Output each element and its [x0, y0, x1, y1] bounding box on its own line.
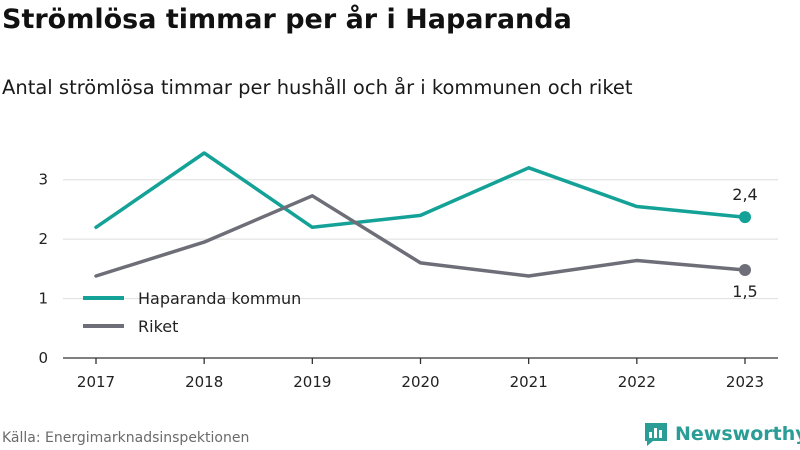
chart-title: Strömlösa timmar per år i Haparanda — [2, 4, 572, 35]
x-tick-label: 2023 — [726, 373, 764, 391]
source-note: Källa: Energimarknadsinspektionen — [2, 430, 250, 446]
data-label: 2,4 — [732, 185, 757, 204]
chart-subtitle: Antal strömlösa timmar per hushåll och å… — [2, 76, 633, 99]
legend-label: Riket — [138, 317, 178, 336]
axes: 0 1 2 3 2017 2018 2019 2020 2021 2022 2023 — [38, 171, 778, 391]
x-tick-label: 2018 — [185, 373, 223, 391]
series-end-point — [739, 264, 751, 277]
newsworthy-logo-icon — [645, 423, 667, 446]
x-tick-label: 2020 — [401, 373, 439, 391]
legend-label: Haparanda kommun — [138, 289, 301, 308]
series-line — [94, 194, 747, 278]
brand-name: Newsworthy — [675, 423, 800, 445]
x-tick-label: 2021 — [510, 373, 548, 391]
x-tick-label: 2019 — [293, 373, 331, 391]
y-tick-label: 3 — [38, 171, 48, 189]
x-tick-label: 2017 — [77, 373, 115, 391]
series-end-point — [739, 211, 751, 224]
series-line — [94, 151, 747, 230]
legend: Haparanda kommun Riket — [83, 289, 301, 336]
series-lines: 2,4 1,5 — [94, 151, 758, 301]
y-tick-label: 2 — [38, 230, 48, 248]
brand-logo: Newsworthy — [643, 419, 800, 449]
data-label: 1,5 — [732, 282, 757, 301]
x-tick-label: 2022 — [618, 373, 656, 391]
y-tick-label: 1 — [38, 290, 48, 308]
grid-lines — [63, 179, 778, 300]
y-tick-label: 0 — [38, 349, 48, 367]
